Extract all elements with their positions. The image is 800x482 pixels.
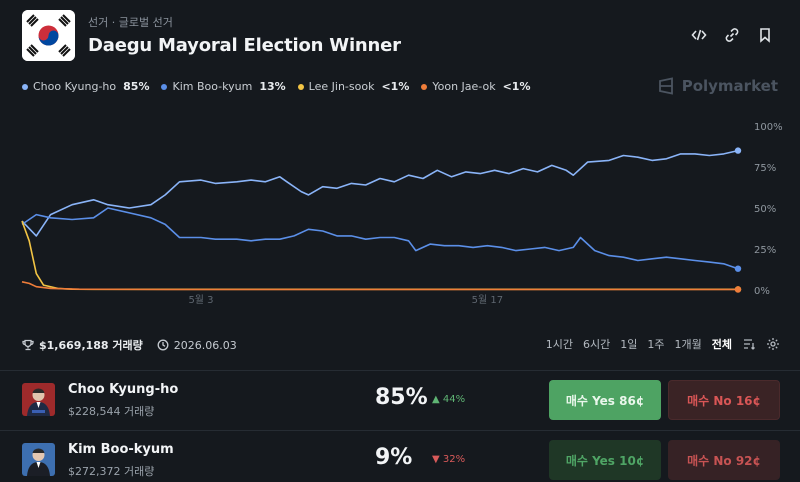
- y-tick-label: 100%: [754, 122, 783, 133]
- legend-name: Kim Boo-kyum: [172, 80, 253, 93]
- outcome-name: Choo Kyung-ho: [68, 382, 179, 397]
- outcome-row[interactable]: Choo Kyung-ho $228,544 거래량 85% ▲ 44% 매수 …: [0, 370, 800, 428]
- legend-item: Yoon Jae-ok <1%: [421, 80, 530, 93]
- end-date: 2026.06.03: [173, 338, 237, 352]
- series-line-3: [21, 220, 738, 291]
- settings-gear-icon[interactable]: [766, 337, 780, 351]
- outcome-volume: $272,372 거래량: [68, 465, 155, 478]
- x-tick-label: 5월 17: [472, 294, 503, 306]
- avatar: [22, 383, 55, 416]
- legend-dot-icon: [22, 83, 28, 90]
- time-range-selector: 1시간 6시간 1일 1주 1개월 전체: [546, 336, 780, 352]
- series-line-1: [21, 149, 739, 237]
- avatar: [22, 443, 55, 476]
- series-line-2: [21, 207, 739, 270]
- legend-name: Choo Kyung-ho: [33, 80, 117, 93]
- buy-yes-button[interactable]: 매수 Yes 86¢: [549, 380, 661, 420]
- brand-name: Polymarket: [681, 77, 778, 95]
- legend-dot-icon: [161, 83, 168, 90]
- range-1d[interactable]: 1일: [620, 338, 638, 351]
- range-6h[interactable]: 6시간: [583, 338, 611, 351]
- probability-change: ▼ 32%: [432, 454, 465, 465]
- x-tick-label: 5월 3: [188, 294, 213, 306]
- probability-change: ▲ 44%: [432, 394, 465, 405]
- clock-icon: [157, 339, 169, 351]
- legend-pct: <1%: [381, 80, 410, 93]
- total-volume: $1,669,188 거래량: [39, 339, 143, 352]
- caret-down-icon: ▼: [432, 454, 440, 465]
- caret-up-icon: ▲: [432, 394, 440, 405]
- trophy-icon: [22, 339, 34, 351]
- y-tick-label: 75%: [754, 163, 776, 174]
- legend-item: Lee Jin-sook <1%: [297, 80, 410, 93]
- range-1h[interactable]: 1시간: [545, 338, 573, 351]
- range-1w[interactable]: 1주: [647, 338, 665, 351]
- legend-dot-icon: [421, 83, 428, 90]
- change-value: 44%: [442, 394, 466, 405]
- bookmark-icon[interactable]: [756, 26, 774, 44]
- series-end-point: [734, 286, 742, 293]
- legend-name: Yoon Jae-ok: [432, 80, 496, 93]
- korea-flag-icon: [22, 10, 75, 61]
- outcome-probability: 9%: [375, 445, 413, 470]
- buy-no-button[interactable]: 매수 No 16¢: [668, 380, 780, 420]
- range-1m[interactable]: 1개월: [674, 338, 702, 351]
- y-tick-label: 25%: [754, 245, 776, 256]
- outcome-name: Kim Boo-kyum: [68, 442, 174, 457]
- outcome-volume: $228,544 거래량: [68, 405, 155, 418]
- change-value: 32%: [442, 454, 466, 465]
- polymarket-logo: Polymarket: [657, 77, 778, 95]
- y-tick-label: 50%: [754, 204, 776, 215]
- chart-legend: Choo Kyung-ho 85% Kim Boo-kyum 13% Lee J…: [22, 80, 530, 93]
- link-icon[interactable]: [723, 26, 741, 44]
- market-stats: $1,669,188 거래량 2026.06.03: [22, 337, 237, 353]
- legend-item: Kim Boo-kyum 13%: [161, 80, 286, 93]
- outcome-row[interactable]: Kim Boo-kyum $272,372 거래량 9% ▼ 32% 매수 Ye…: [0, 430, 800, 482]
- legend-dot-icon: [297, 83, 304, 90]
- range-all[interactable]: 전체: [711, 338, 732, 351]
- buy-no-button[interactable]: 매수 No 92¢: [668, 440, 780, 480]
- series-end-point: [734, 265, 742, 272]
- price-chart[interactable]: 100% 75% 50% 25% 0% 5월 3 5월 17: [0, 112, 800, 312]
- legend-item: Choo Kyung-ho 85%: [22, 80, 149, 93]
- outcome-probability: 85%: [375, 385, 428, 410]
- legend-pct: 13%: [259, 80, 286, 93]
- page-title: Daegu Mayoral Election Winner: [88, 35, 401, 56]
- code-icon[interactable]: [690, 26, 708, 44]
- series-line-4: [21, 281, 738, 291]
- legend-pct: 85%: [123, 80, 150, 93]
- series-end-point: [734, 147, 742, 154]
- sort-icon[interactable]: [742, 337, 756, 351]
- buy-yes-button[interactable]: 매수 Yes 10¢: [549, 440, 661, 480]
- breadcrumb[interactable]: 선거 · 글로벌 선거: [88, 16, 173, 29]
- market-header: 선거 · 글로벌 선거 Daegu Mayoral Election Winne…: [22, 10, 782, 66]
- legend-pct: <1%: [502, 80, 531, 93]
- y-tick-label: 0%: [754, 286, 770, 297]
- polymarket-icon: [658, 77, 673, 95]
- legend-name: Lee Jin-sook: [308, 80, 375, 93]
